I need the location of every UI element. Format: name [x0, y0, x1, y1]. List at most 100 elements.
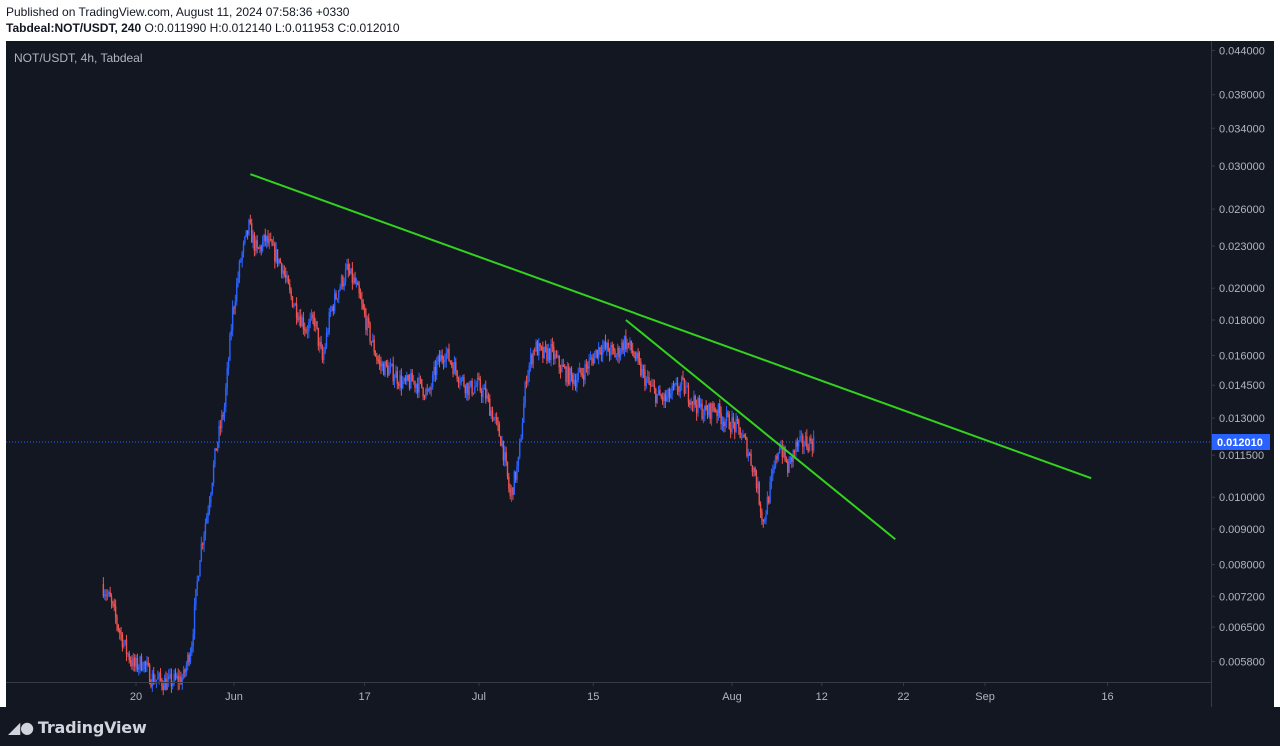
- candle-body: [321, 347, 324, 361]
- candle-body: [600, 351, 603, 355]
- candle-body: [516, 465, 518, 480]
- candle-body: [117, 624, 120, 631]
- candle-body: [359, 293, 362, 299]
- candle-body: [645, 378, 647, 387]
- x-tick-label: 16: [1101, 691, 1113, 703]
- candle-body: [414, 381, 416, 388]
- candle-body: [157, 677, 159, 680]
- candle-body: [633, 352, 635, 358]
- candle-body: [294, 303, 296, 306]
- candle-body: [670, 393, 672, 398]
- candle-body: [676, 383, 679, 391]
- candle-body: [490, 410, 492, 416]
- candle-body: [514, 471, 517, 480]
- candle-body: [630, 340, 633, 350]
- candle-body: [218, 426, 220, 443]
- candle-body: [397, 383, 400, 386]
- candle-body: [438, 355, 441, 362]
- candle-body: [215, 448, 218, 451]
- candle-body: [569, 368, 571, 385]
- candle-body: [528, 365, 530, 375]
- candle-body: [119, 630, 121, 633]
- candle-body: [791, 456, 793, 462]
- candle-body: [304, 328, 306, 331]
- candle-body: [678, 390, 680, 392]
- candle-body: [717, 403, 720, 417]
- candle-body: [361, 298, 363, 304]
- candle-body: [378, 360, 381, 363]
- chart-area[interactable]: 0.044000 0.038000 0.034000 0.030000 0.026000…: [6, 41, 1274, 707]
- candle-body: [442, 359, 445, 363]
- candle-body: [255, 240, 257, 251]
- candle-body: [225, 387, 227, 407]
- candle-body: [261, 241, 264, 251]
- candle-body: [298, 316, 301, 321]
- candle-body: [807, 447, 809, 452]
- candle-body: [210, 493, 212, 503]
- candle-body: [742, 435, 744, 438]
- candle-body: [350, 268, 352, 274]
- candle-body: [704, 405, 706, 416]
- candle-body: [565, 367, 567, 383]
- x-tick-label: 15: [587, 691, 599, 703]
- candle-body: [246, 230, 249, 235]
- candle-body: [192, 634, 194, 647]
- candle-body: [529, 354, 532, 366]
- candle-body: [132, 657, 135, 667]
- candle-body: [808, 438, 811, 452]
- candle-body: [283, 270, 286, 275]
- candle-body: [497, 419, 499, 425]
- tradingview-logo[interactable]: ◢● TradingView: [8, 718, 147, 737]
- candle-body: [207, 511, 209, 517]
- trendline: [625, 319, 896, 540]
- y-tick-label: 0.026000: [1219, 204, 1265, 216]
- candle-body: [212, 464, 215, 483]
- candle-body: [104, 594, 106, 596]
- candle-body: [470, 380, 472, 387]
- candle-body: [184, 669, 186, 673]
- candle-body: [581, 373, 584, 376]
- candle-body: [653, 385, 656, 389]
- candle-body: [146, 662, 148, 666]
- candle-body: [327, 332, 329, 334]
- candle-body: [270, 238, 272, 241]
- price-chart[interactable]: 0.044000 0.038000 0.034000 0.030000 0.026000…: [6, 41, 1274, 707]
- publish-header: Published on TradingView.com, August 11,…: [0, 0, 1280, 40]
- ohlc-values: O:0.011990 H:0.012140 L:0.011953 C:0.012…: [144, 21, 400, 35]
- candle-body: [744, 436, 747, 439]
- candle-body: [517, 456, 520, 466]
- candle-body: [495, 417, 498, 420]
- candle-body: [642, 369, 645, 371]
- candle-body: [385, 361, 388, 366]
- x-tick-label: 12: [816, 691, 828, 703]
- trendline: [249, 173, 1092, 480]
- candle-body: [746, 438, 748, 457]
- candle-body: [587, 366, 589, 369]
- candle-body: [299, 316, 302, 327]
- candle-body: [769, 481, 771, 503]
- candle-body: [592, 358, 594, 364]
- candle-body: [338, 290, 340, 299]
- candle-body: [463, 377, 465, 386]
- candle-body: [429, 389, 431, 391]
- candle-body: [114, 606, 117, 617]
- candle-body: [116, 616, 118, 625]
- candle-body: [453, 362, 456, 375]
- candle-body: [223, 406, 226, 417]
- y-tick-label: 0.007200: [1219, 591, 1265, 603]
- candle-body: [499, 436, 502, 446]
- candle-body: [735, 418, 737, 432]
- candle-body: [672, 385, 675, 387]
- candle-body: [402, 381, 404, 389]
- candle-body: [695, 405, 698, 414]
- candle-body: [125, 639, 128, 655]
- candle-body: [440, 354, 442, 362]
- candle-body: [176, 675, 178, 679]
- candle-body: [596, 349, 598, 358]
- candle-body: [234, 301, 237, 309]
- candle-body: [806, 436, 808, 448]
- candle-body: [430, 387, 432, 390]
- candle-body: [320, 341, 322, 348]
- candle-body: [690, 401, 692, 405]
- candle-body: [249, 219, 252, 224]
